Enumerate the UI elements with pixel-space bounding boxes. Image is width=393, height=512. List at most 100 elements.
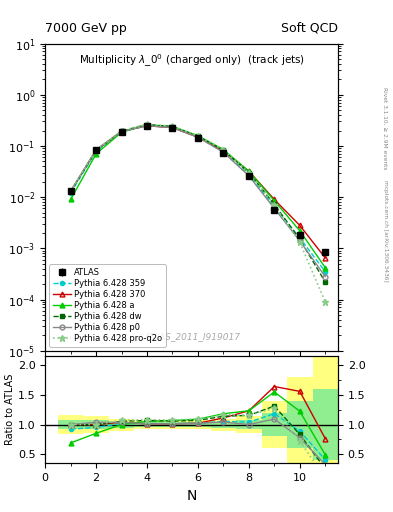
Pythia 6.428 a xyxy=(298,228,302,234)
Pythia 6.428 pro-q2o xyxy=(68,188,73,195)
Pythia 6.428 359 xyxy=(94,148,99,155)
Bar xyxy=(185,422,211,427)
Pythia 6.428 p0 xyxy=(272,205,277,211)
Pythia 6.428 370 xyxy=(298,222,302,228)
Pythia 6.428 359 xyxy=(170,124,175,131)
Bar xyxy=(185,420,211,429)
Pythia 6.428 359 xyxy=(68,190,73,196)
Pythia 6.428 dw xyxy=(323,279,328,285)
Pythia 6.428 359 xyxy=(246,172,251,178)
Bar xyxy=(262,400,287,449)
Pythia 6.428 dw xyxy=(298,236,302,242)
Pythia 6.428 359 xyxy=(196,134,200,140)
Bar xyxy=(262,413,287,436)
Bar xyxy=(109,421,134,428)
Pythia 6.428 a xyxy=(272,198,277,204)
Line: Pythia 6.428 a: Pythia 6.428 a xyxy=(68,122,328,270)
Bar xyxy=(58,420,83,429)
Pythia 6.428 dw xyxy=(119,128,124,134)
Pythia 6.428 a xyxy=(94,151,99,157)
Bar xyxy=(160,420,185,429)
Pythia 6.428 p0 xyxy=(246,173,251,179)
Pythia 6.428 359 xyxy=(145,122,149,129)
Pythia 6.428 dw xyxy=(196,133,200,139)
Pythia 6.428 pro-q2o xyxy=(272,202,277,208)
Bar xyxy=(211,421,236,428)
Pythia 6.428 370 xyxy=(221,148,226,154)
Bar xyxy=(287,400,312,449)
Pythia 6.428 pro-q2o xyxy=(246,169,251,176)
Pythia 6.428 359 xyxy=(323,269,328,275)
Pythia 6.428 dw xyxy=(94,147,99,154)
Pythia 6.428 dw xyxy=(145,121,149,127)
Bar xyxy=(211,419,236,431)
Pythia 6.428 359 xyxy=(221,149,226,155)
Pythia 6.428 a xyxy=(246,168,251,174)
Text: ATLAS_2011_I919017: ATLAS_2011_I919017 xyxy=(143,332,240,342)
Text: Soft QCD: Soft QCD xyxy=(281,22,338,34)
Text: 7000 GeV pp: 7000 GeV pp xyxy=(45,22,127,34)
Pythia 6.428 dw xyxy=(68,188,73,195)
Pythia 6.428 a xyxy=(170,123,175,130)
Pythia 6.428 370 xyxy=(94,147,99,154)
Pythia 6.428 a xyxy=(119,129,124,135)
Bar xyxy=(236,420,262,429)
Bar xyxy=(83,416,109,433)
Pythia 6.428 dw xyxy=(221,147,226,154)
Bar xyxy=(312,389,338,460)
Pythia 6.428 370 xyxy=(170,124,175,131)
Bar xyxy=(134,422,160,427)
Pythia 6.428 a xyxy=(196,133,200,139)
Pythia 6.428 370 xyxy=(323,255,328,261)
Pythia 6.428 a xyxy=(323,265,328,271)
Pythia 6.428 370 xyxy=(196,134,200,140)
Pythia 6.428 359 xyxy=(272,204,277,210)
Pythia 6.428 p0 xyxy=(119,129,124,135)
Pythia 6.428 pro-q2o xyxy=(298,240,302,246)
Pythia 6.428 dw xyxy=(246,169,251,176)
Line: Pythia 6.428 dw: Pythia 6.428 dw xyxy=(68,122,327,284)
Pythia 6.428 pro-q2o xyxy=(170,123,175,130)
Bar xyxy=(134,420,160,429)
Pythia 6.428 pro-q2o xyxy=(221,147,226,153)
Legend: ATLAS, Pythia 6.428 359, Pythia 6.428 370, Pythia 6.428 a, Pythia 6.428 dw, Pyth: ATLAS, Pythia 6.428 359, Pythia 6.428 37… xyxy=(50,264,166,347)
Pythia 6.428 p0 xyxy=(221,149,226,155)
Bar xyxy=(109,419,134,431)
Bar xyxy=(160,422,185,427)
Pythia 6.428 pro-q2o xyxy=(196,133,200,139)
Pythia 6.428 pro-q2o xyxy=(94,147,99,154)
Pythia 6.428 a xyxy=(221,146,226,153)
Text: mcplots.cern.ch [arXiv:1306.3436]: mcplots.cern.ch [arXiv:1306.3436] xyxy=(383,180,387,281)
Bar xyxy=(83,420,109,429)
Line: Pythia 6.428 p0: Pythia 6.428 p0 xyxy=(68,123,328,279)
Bar xyxy=(287,377,312,472)
X-axis label: N: N xyxy=(186,488,197,503)
Pythia 6.428 370 xyxy=(145,123,149,129)
Bar xyxy=(312,353,338,496)
Y-axis label: Ratio to ATLAS: Ratio to ATLAS xyxy=(5,374,15,445)
Pythia 6.428 p0 xyxy=(170,124,175,131)
Text: Rivet 3.1.10, ≥ 2.9M events: Rivet 3.1.10, ≥ 2.9M events xyxy=(383,87,387,169)
Pythia 6.428 p0 xyxy=(94,146,99,153)
Line: Pythia 6.428 370: Pythia 6.428 370 xyxy=(68,123,328,260)
Pythia 6.428 370 xyxy=(246,168,251,174)
Pythia 6.428 dw xyxy=(272,201,277,207)
Pythia 6.428 p0 xyxy=(323,273,328,280)
Line: Pythia 6.428 359: Pythia 6.428 359 xyxy=(68,123,327,274)
Pythia 6.428 a xyxy=(145,122,149,128)
Pythia 6.428 p0 xyxy=(196,134,200,140)
Pythia 6.428 a xyxy=(68,197,73,203)
Pythia 6.428 370 xyxy=(272,197,277,203)
Text: Multiplicity $\lambda\_0^0$ (charged only)  (track jets): Multiplicity $\lambda\_0^0$ (charged onl… xyxy=(79,53,305,69)
Pythia 6.428 359 xyxy=(298,235,302,241)
Line: Pythia 6.428 pro-q2o: Pythia 6.428 pro-q2o xyxy=(68,121,329,305)
Pythia 6.428 dw xyxy=(170,123,175,130)
Pythia 6.428 p0 xyxy=(298,238,302,244)
Bar xyxy=(236,416,262,433)
Pythia 6.428 p0 xyxy=(145,123,149,129)
Pythia 6.428 pro-q2o xyxy=(323,299,328,305)
Pythia 6.428 pro-q2o xyxy=(145,121,149,127)
Pythia 6.428 359 xyxy=(119,129,124,135)
Pythia 6.428 370 xyxy=(68,188,73,195)
Pythia 6.428 370 xyxy=(119,129,124,135)
